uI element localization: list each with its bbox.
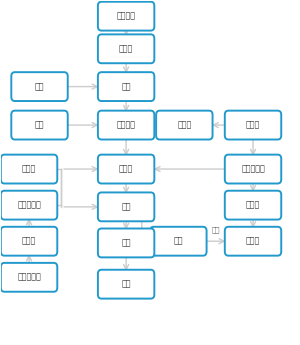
FancyBboxPatch shape (98, 34, 154, 63)
Text: 燃料: 燃料 (212, 226, 220, 233)
Text: 水气分离器: 水气分离器 (241, 165, 265, 174)
Text: 储气罐: 储气罐 (22, 237, 36, 246)
FancyBboxPatch shape (1, 191, 57, 219)
FancyBboxPatch shape (225, 155, 281, 184)
Text: 真空泵: 真空泵 (246, 237, 260, 246)
Text: 空气压缩机: 空气压缩机 (17, 273, 41, 282)
Text: 液压站: 液压站 (22, 165, 36, 174)
FancyBboxPatch shape (156, 111, 213, 139)
Text: 浆液: 浆液 (122, 82, 131, 91)
FancyBboxPatch shape (1, 155, 57, 184)
FancyBboxPatch shape (98, 155, 154, 184)
Text: 碎浆机: 碎浆机 (119, 44, 133, 53)
FancyBboxPatch shape (11, 111, 68, 139)
FancyBboxPatch shape (98, 111, 154, 139)
Text: 成品废板: 成品废板 (117, 12, 136, 21)
Text: 烘干: 烘干 (122, 238, 131, 247)
FancyBboxPatch shape (98, 72, 154, 101)
Text: 真空罐: 真空罐 (246, 201, 260, 210)
FancyBboxPatch shape (1, 227, 57, 256)
FancyBboxPatch shape (98, 270, 154, 299)
FancyBboxPatch shape (11, 72, 68, 101)
Text: 成品: 成品 (122, 280, 131, 289)
FancyBboxPatch shape (98, 228, 154, 257)
FancyBboxPatch shape (225, 227, 281, 256)
Text: 清水: 清水 (35, 82, 44, 91)
FancyBboxPatch shape (98, 193, 154, 221)
Text: 液配浆池: 液配浆池 (117, 121, 136, 130)
Text: 加热: 加热 (174, 237, 183, 246)
FancyBboxPatch shape (225, 111, 281, 139)
FancyBboxPatch shape (225, 191, 281, 219)
Text: 助剂: 助剂 (35, 121, 44, 130)
Text: 成型机: 成型机 (119, 165, 133, 174)
Text: 回水泵: 回水泵 (177, 121, 191, 130)
Text: 水气分离器: 水气分离器 (17, 201, 41, 210)
FancyBboxPatch shape (150, 227, 207, 256)
FancyBboxPatch shape (98, 2, 154, 31)
Text: 固化: 固化 (122, 203, 131, 211)
FancyBboxPatch shape (1, 263, 57, 292)
Text: 回水池: 回水池 (246, 121, 260, 130)
